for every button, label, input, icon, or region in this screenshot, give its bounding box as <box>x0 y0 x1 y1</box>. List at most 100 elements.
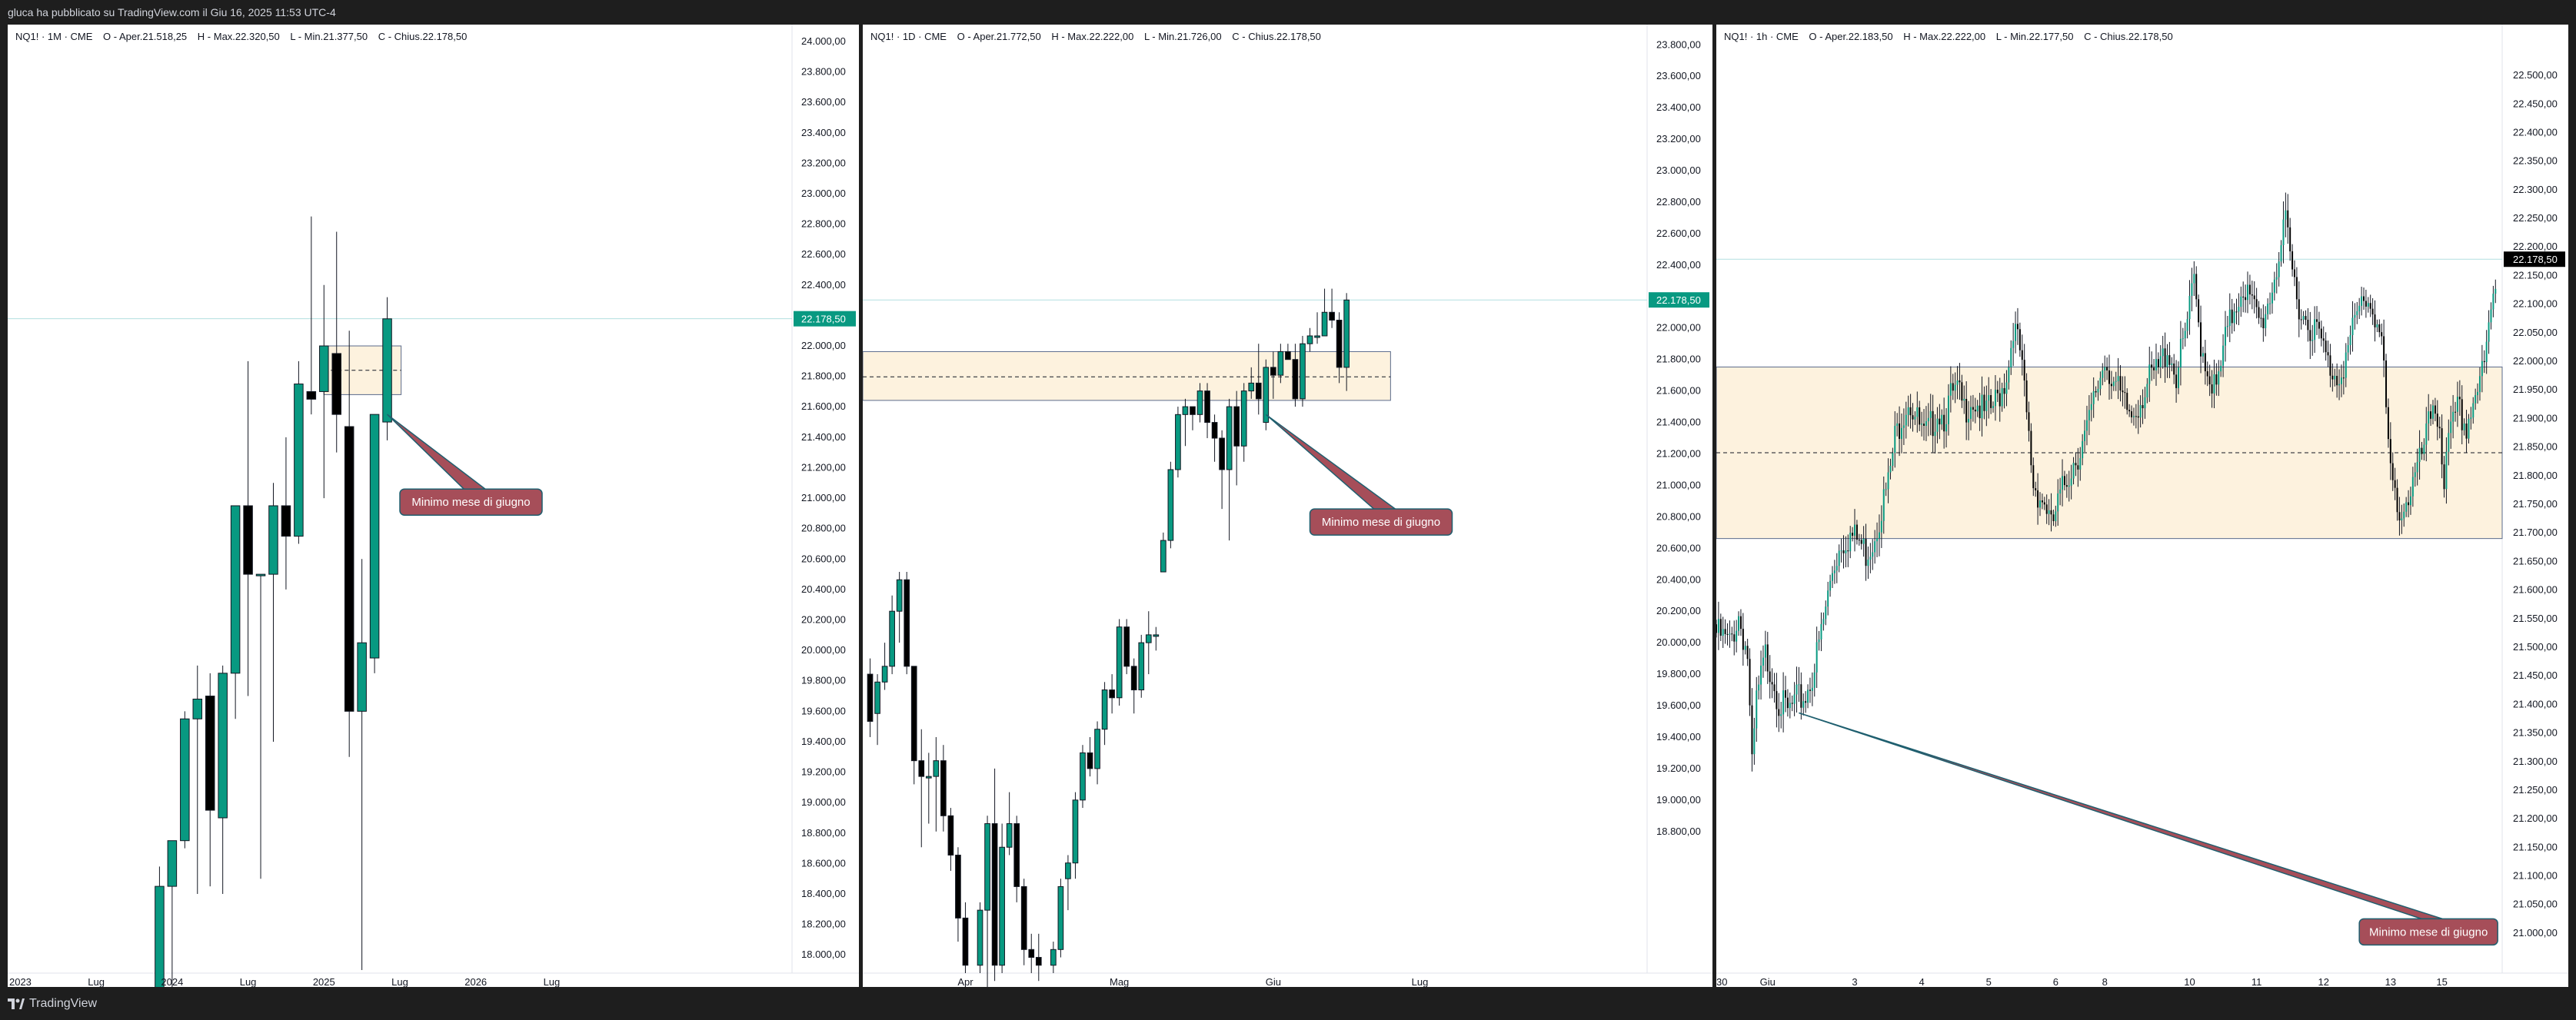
candle-body <box>2238 307 2240 312</box>
candle-body <box>1992 406 1995 408</box>
candle-body <box>2155 359 2157 370</box>
price-tick-label: 21.650,00 <box>2513 555 2558 566</box>
candle-body <box>2135 416 2137 417</box>
price-tick-label: 21.600,00 <box>801 400 846 412</box>
candle-body <box>1974 409 1976 412</box>
candle-body <box>1798 684 1800 686</box>
candle-body <box>281 505 291 537</box>
candle-body <box>2443 464 2445 490</box>
candle-body <box>2282 219 2285 246</box>
candle-body <box>2430 411 2432 419</box>
candle-body <box>2322 338 2325 341</box>
candle-body <box>2262 317 2265 328</box>
candle-body <box>2389 439 2391 463</box>
price-tick-label: 21.800,00 <box>1656 354 1701 365</box>
price-tick-label: 19.600,00 <box>1656 699 1701 711</box>
candle-body <box>2019 329 2021 351</box>
candle-body <box>1020 885 1027 950</box>
candle-body <box>2226 325 2228 327</box>
candle-body <box>268 505 278 575</box>
candle-body <box>1923 424 1925 426</box>
price-tick-label: 21.850,00 <box>2513 441 2558 453</box>
candle-body <box>192 699 203 719</box>
chart-panel-daily[interactable]: Minimo mese di giugno 23.800,00 23.600,00 2… <box>863 25 1712 987</box>
candle-body <box>2300 319 2302 321</box>
candle-body <box>1934 431 1936 437</box>
price-tick-label: 20.200,00 <box>1656 605 1701 616</box>
candle-body <box>2411 477 2414 497</box>
candle-body <box>1894 426 1896 454</box>
candle-body <box>2327 352 2329 356</box>
chart-daily[interactable]: Minimo mese di giugno 23.800,00 23.600,00 2… <box>863 25 1712 987</box>
candle-body <box>874 681 880 714</box>
price-tick-label: 21.800,00 <box>2513 470 2558 481</box>
legend-high: H - Max.22.222,00 <box>1903 31 1986 42</box>
candle-body <box>2485 341 2488 363</box>
candle-body <box>2162 348 2164 357</box>
candle-body <box>1889 466 1892 473</box>
candle-body <box>2008 367 2010 383</box>
candle-body <box>1094 729 1100 769</box>
time-tick-label: 5 <box>1986 976 1992 987</box>
candle-body <box>2015 324 2017 341</box>
candle-body <box>1862 538 1865 544</box>
candle-body <box>1182 406 1189 415</box>
price-tick-label: 19.400,00 <box>1656 731 1701 743</box>
candle-body <box>1300 343 1306 400</box>
price-tick-label: 21.300,00 <box>2513 756 2558 767</box>
candle-body <box>2490 309 2492 323</box>
price-tick-label: 23.200,00 <box>1656 133 1701 145</box>
candle-body <box>2428 411 2430 424</box>
chart-hourly[interactable]: Minimo mese di giugno 22.500,00 22.450,00 2… <box>1716 25 2568 987</box>
candle-body <box>2488 322 2490 342</box>
price-tick-label: 19.600,00 <box>801 705 846 716</box>
candle-body <box>1896 423 1899 427</box>
candle-body <box>2198 299 2200 323</box>
candle-body <box>2347 345 2349 353</box>
candle-body <box>2434 405 2436 414</box>
candle-body <box>1138 642 1145 691</box>
chart-panel-hourly[interactable]: Minimo mese di giugno 22.500,00 22.450,00 2… <box>1716 25 2568 987</box>
chart-monthly[interactable]: Minimo mese di giugno 24.000,00 23.800,00 2… <box>8 25 859 987</box>
candle-body <box>962 917 969 966</box>
price-tick-label: 23.600,00 <box>801 96 846 108</box>
candle-body <box>1902 425 1905 428</box>
price-tick-label: 21.900,00 <box>2513 412 2558 424</box>
chart-panel-monthly[interactable]: Minimo mese di giugno 24.000,00 23.800,00 2… <box>8 25 859 987</box>
candle-body <box>1724 629 1726 634</box>
candle-body <box>1780 714 1782 716</box>
candle-body <box>2421 447 2423 454</box>
candle-body <box>2273 279 2275 293</box>
candle-body <box>910 666 917 762</box>
candle-body <box>2131 411 2133 417</box>
candle-body <box>2251 294 2253 296</box>
price-tick-label: 22.400,00 <box>2513 126 2558 138</box>
price-tick-label: 21.200,00 <box>801 461 846 473</box>
legend-close: C - Chius.22.178,50 <box>378 31 468 42</box>
candle-body <box>2325 341 2327 353</box>
candle-body <box>1145 634 1152 643</box>
candle-body <box>2032 465 2035 489</box>
candle-body <box>1805 701 1807 703</box>
candle-body <box>1270 367 1276 376</box>
candle-body <box>1845 550 1847 553</box>
candle-body <box>2065 485 2068 487</box>
candle-body <box>1809 689 1811 691</box>
candle-body <box>1731 633 1733 635</box>
candle-body <box>1753 728 1756 755</box>
candle-body <box>918 760 925 777</box>
candle-body <box>2365 301 2367 307</box>
price-tick-label: 23.000,00 <box>1656 164 1701 176</box>
candle-body <box>2148 364 2151 384</box>
price-tick-label: 21.200,00 <box>1656 447 1701 459</box>
time-tick-label: Giu <box>1266 976 1281 987</box>
candle-body <box>2423 444 2425 454</box>
candle-body <box>1867 559 1869 566</box>
candle-body <box>1336 320 1343 368</box>
candle-body <box>2378 324 2381 333</box>
tradingview-logo[interactable]: TradingView <box>8 997 97 1011</box>
price-tick-label: 21.250,00 <box>2513 784 2558 796</box>
candle-body <box>2307 320 2309 331</box>
candle-body <box>2231 309 2233 324</box>
candle-body <box>1746 646 1749 660</box>
